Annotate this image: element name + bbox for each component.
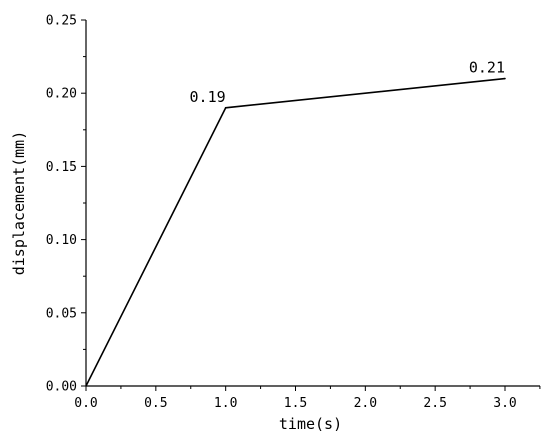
- annotations: 0.19 0.21: [190, 59, 505, 106]
- x-tick-label: 2.0: [354, 396, 377, 411]
- y-ticks: 0.00 0.05 0.10 0.15 0.20 0.25: [46, 14, 86, 395]
- data-label: 0.21: [469, 59, 505, 77]
- x-tick-label: 2.5: [423, 396, 446, 411]
- y-tick-label: 0.15: [46, 160, 77, 175]
- x-ticks: 0.0 0.5 1.0 1.5 2.0 2.5 3.0: [74, 386, 541, 411]
- x-tick-label: 0.0: [74, 396, 97, 411]
- series-group: [85, 77, 506, 387]
- x-axis-title: time(s): [279, 415, 342, 433]
- y-tick-label: 0.10: [46, 233, 77, 248]
- series-line: [85, 77, 506, 387]
- data-label: 0.19: [190, 88, 226, 106]
- data-point: [85, 385, 87, 387]
- x-tick-label: 1.0: [214, 396, 237, 411]
- data-point: [504, 77, 506, 80]
- y-tick-label: 0.20: [46, 87, 77, 102]
- x-tick-label: 3.0: [493, 396, 516, 411]
- x-tick-label: 0.5: [144, 396, 167, 411]
- y-axis-title: displacement(mm): [10, 131, 28, 276]
- x-tick-label: 1.5: [284, 396, 307, 411]
- y-tick-label: 0.25: [46, 14, 77, 29]
- data-point: [224, 107, 227, 109]
- y-tick-label: 0.05: [46, 306, 77, 321]
- y-tick-label: 0.00: [46, 380, 77, 395]
